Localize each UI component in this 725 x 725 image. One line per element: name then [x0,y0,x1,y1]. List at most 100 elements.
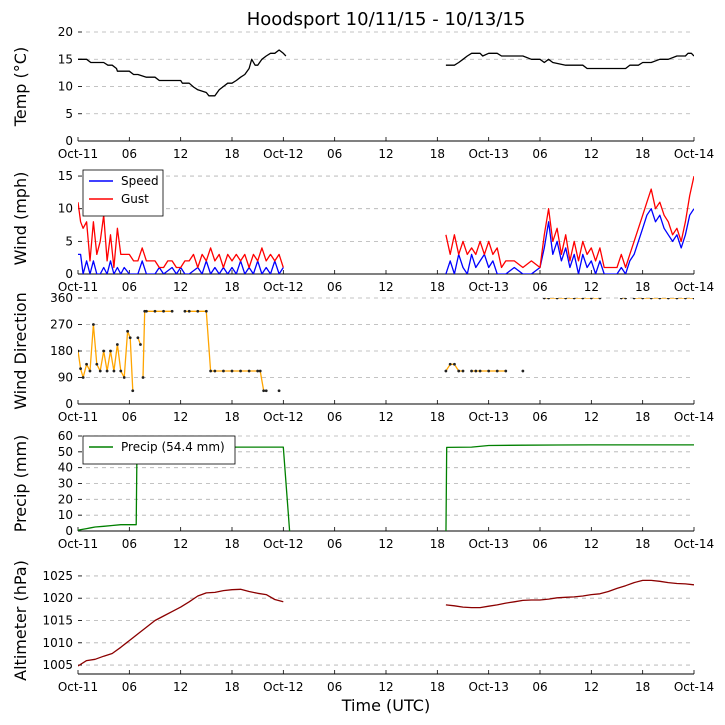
x-tick-label: 18 [635,280,650,294]
data-point [478,369,482,373]
y-tick-label: 360 [50,291,73,305]
series-line-values [445,52,694,70]
data-point [564,298,568,300]
y-tick-label: 0 [65,397,73,411]
data-point [684,298,687,300]
x-tick-label: 06 [532,680,547,694]
data-point [213,369,217,373]
legend: Precip (54.4 mm) [82,435,236,465]
data-point [141,376,145,379]
data-point [649,298,653,300]
x-tick-label: Oct-12 [263,537,303,551]
x-tick-label: 18 [224,280,239,294]
data-point [474,369,478,373]
panel-2: 0 5 10 15 Oct-11 06 12 18 Oct-12 06 12 18 Oct-13 06 12… [11,169,714,294]
x-tick-label: 12 [173,280,188,294]
x-tick-label: 18 [430,537,445,551]
x-tick-label: 12 [173,537,188,551]
x-tick-label: 06 [327,680,342,694]
data-point [95,362,99,366]
x-tick-label: 12 [378,147,393,161]
x-tick-label: 06 [532,280,547,294]
series-group [78,579,694,667]
x-tick-label: 18 [224,537,239,551]
x-tick-label: Oct-13 [468,680,508,694]
y-tick-label: 90 [58,371,73,385]
x-tick-label: 12 [378,410,393,424]
data-point [102,349,106,353]
x-tick-label: 12 [378,680,393,694]
y-tick-label: 1025 [42,569,73,583]
data-point [79,367,82,371]
x-tick-label: 18 [430,147,445,161]
data-point [230,369,234,373]
data-point [555,298,559,300]
y-tick-label: 10 [58,508,73,522]
data-point [453,362,456,366]
data-point [88,369,92,373]
y-tick-label: 1010 [42,636,73,650]
data-point [542,298,546,300]
data-point [131,389,135,393]
data-point [264,389,268,393]
x-tick-label: 18 [224,147,239,161]
x-tick-label: Oct-13 [468,410,508,424]
series-group [78,298,694,393]
data-point [145,309,148,313]
data-point [487,369,491,373]
x-tick-label: 12 [584,410,599,424]
y-tick-label: 0 [65,267,73,281]
data-point [572,298,576,300]
x-tick-label: Oct-14 [674,680,714,694]
data-point [187,309,191,313]
data-point [153,309,157,313]
data-point [521,369,525,373]
data-point [692,298,694,300]
x-tick-label: 06 [532,147,547,161]
x-tick-label: 06 [327,410,342,424]
panel-5: 1005 1010 1015 1020 1025 Oct-11 06 12 18 Oct-12 06… [11,560,714,694]
x-tick-label: Oct-12 [263,410,303,424]
y-axis-label: Wind (mph) [11,172,30,266]
x-tick-label: Oct-14 [674,537,714,551]
y-tick-label: 5 [65,107,73,121]
x-tick-label: Oct-12 [263,147,303,161]
data-point [81,376,85,379]
x-tick-label: 12 [378,537,393,551]
x-tick-label: 06 [532,537,547,551]
x-tick-label: 12 [584,147,599,161]
x-tick-label: Oct-14 [674,147,714,161]
x-tick-label: Oct-14 [674,410,714,424]
y-tick-label: 40 [58,461,73,475]
data-point [126,329,130,333]
x-tick-label: Oct-12 [263,280,303,294]
data-point [109,349,112,353]
data-point [495,369,499,373]
x-tick-label: 06 [122,147,137,161]
x-tick-label: 12 [584,537,599,551]
series-line-gust [78,202,284,269]
data-point [258,369,262,373]
x-tick-label: 18 [635,537,650,551]
data-point [547,298,550,300]
x-tick-label: 06 [122,537,137,551]
data-point [128,336,132,340]
series-group [78,175,694,274]
data-point [619,298,623,300]
x-tick-label: Oct-11 [58,537,98,551]
data-point [256,369,260,373]
data-point [136,336,140,340]
y-tick-label: 270 [50,318,73,332]
series-line-speed [445,208,694,274]
series-line-values [78,49,287,97]
data-point [204,309,208,313]
x-tick-label: 06 [327,147,342,161]
series-line-speed [78,253,284,274]
data-point [139,343,142,346]
data-point [277,389,281,393]
data-point [222,369,225,373]
y-tick-label: 1005 [42,658,73,672]
